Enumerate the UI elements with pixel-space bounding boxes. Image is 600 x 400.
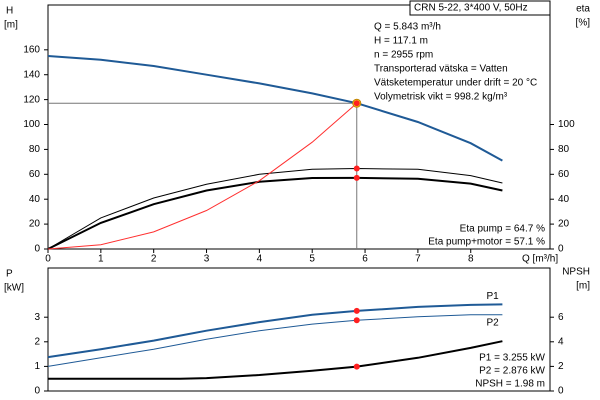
curve [47, 102, 358, 250]
info-line: Q = 5.843 m³/h [374, 22, 441, 33]
y2-tick-label: 2 [558, 361, 564, 372]
y2-axis-label: NPSH [562, 267, 590, 278]
y-tick-label: 140 [23, 69, 40, 80]
x-tick-label: 8 [468, 254, 474, 265]
y2-axis-label: eta [576, 4, 590, 15]
plot-frame [47, 4, 551, 250]
y-tick-label: 120 [23, 94, 40, 105]
point-marker [353, 165, 360, 172]
x-tick-label: 0 [45, 254, 51, 265]
y2-tick-label: 4 [558, 336, 564, 347]
x-tick-label: 6 [362, 254, 368, 265]
point-marker [353, 363, 360, 370]
result-line: P1 = 3.255 kW [479, 353, 545, 364]
y2-tick-label: 20 [558, 219, 570, 230]
y-tick-label: 80 [29, 144, 41, 155]
x-tick-label: 4 [257, 254, 263, 265]
y2-axis-unit: [m] [576, 281, 590, 292]
curve [47, 55, 503, 162]
y-axis-label: H [6, 6, 13, 17]
x-tick-label: 3 [204, 254, 210, 265]
y-tick-label: 1 [34, 361, 40, 372]
y-axis-unit: [m] [4, 20, 18, 31]
x-tick-label: 1 [98, 254, 104, 265]
curve [47, 167, 503, 250]
title-box [409, 0, 551, 16]
result-line: P2 = 2.876 kW [479, 366, 545, 377]
y-tick-label: 3 [34, 312, 40, 323]
x-tick-label: 5 [309, 254, 315, 265]
y-tick-label: 0 [34, 386, 40, 397]
result-line: Eta pump = 64.7 % [460, 224, 545, 235]
y-axis-unit: [kW] [4, 283, 24, 294]
y-tick-label: 0 [34, 244, 40, 255]
y-tick-label: 160 [23, 44, 40, 55]
y2-tick-label: 40 [558, 194, 570, 205]
point-marker [353, 317, 360, 324]
info-line: Volymetrisk vikt = 998.2 kg/m³ [374, 92, 508, 103]
y2-tick-label: 60 [558, 169, 570, 180]
title: CRN 5-22, 3*400 V, 50Hz [414, 3, 528, 14]
curve [47, 303, 503, 359]
x-axis-label: Q [m³/h] [522, 254, 558, 265]
point-marker [353, 100, 360, 107]
point-marker [353, 307, 360, 314]
result-line: NPSH = 1.98 m [475, 379, 545, 390]
y2-tick-label: 0 [558, 386, 564, 397]
y-tick-label: 2 [34, 336, 40, 347]
info-line: Vätsketemperatur under drift = 20 °C [374, 78, 537, 89]
x-tick-label: 2 [151, 254, 157, 265]
y-tick-label: 100 [23, 119, 40, 130]
plot-frame [47, 267, 551, 392]
info-line: Transporterad vätska = Vatten [374, 64, 508, 75]
y-tick-label: 60 [29, 169, 41, 180]
y2-tick-label: 100 [558, 119, 575, 130]
y-axis-label: P [6, 269, 13, 280]
y-tick-label: 20 [29, 219, 41, 230]
y2-axis-unit: [%] [576, 18, 591, 29]
point-marker [353, 174, 360, 181]
curve-label: P2 [486, 317, 499, 328]
y-tick-label: 40 [29, 194, 41, 205]
curve [47, 176, 503, 250]
x-tick-label: 7 [415, 254, 421, 265]
info-line: H = 117.1 m [374, 36, 428, 47]
y2-tick-label: 80 [558, 144, 570, 155]
curve [48, 340, 503, 380]
curve-label: P1 [486, 291, 499, 302]
result-line: Eta pump+motor = 57.1 % [428, 237, 545, 248]
y2-tick-label: 6 [558, 312, 564, 323]
curve [47, 314, 503, 367]
info-line: n = 2955 rpm [374, 50, 433, 61]
y2-tick-label: 0 [558, 244, 564, 255]
